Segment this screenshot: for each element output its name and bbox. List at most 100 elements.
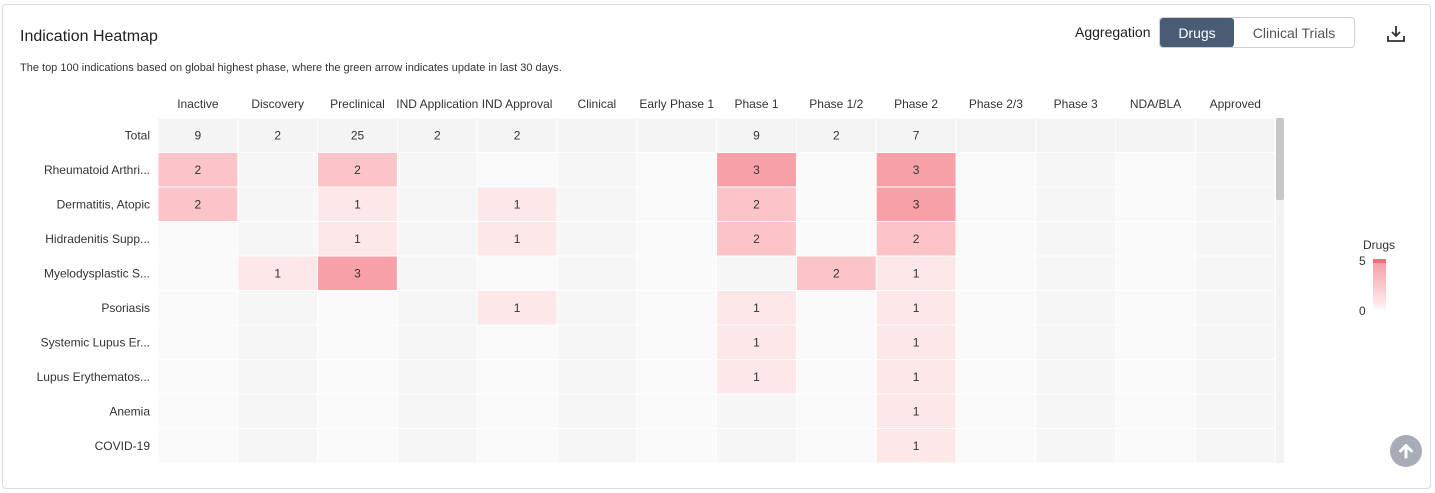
column-header-inactive: Inactive: [177, 97, 219, 111]
heatmap-cell-covid-19-phase-1-2: [797, 429, 876, 463]
heatmap-cell-anemia-ind-application: [398, 395, 477, 429]
cell-value: 1: [913, 370, 920, 384]
column-header-approved: Approved: [1210, 97, 1261, 111]
row-label-anemia: Anemia: [109, 404, 150, 418]
row-label-lupus-erythematos: Lupus Erythematos...: [37, 370, 150, 384]
cell-value: 2: [913, 232, 920, 246]
heatmap-cell-anemia-early-phase-1: [637, 395, 716, 429]
cell-value: 1: [753, 335, 760, 349]
heatmap-cell-myelodysplastic-s-early-phase-1: [637, 257, 716, 291]
heatmap-cell-myelodysplastic-s-phase-1: [717, 257, 796, 291]
heatmap-cell-rheumatoid-arthri-phase-1-2: [797, 153, 876, 187]
heatmap-cell-hidradenitis-supp-nda-bla: [1116, 222, 1195, 256]
heatmap-cell-covid-19-phase-1: [717, 429, 796, 463]
column-header-phase-1: Phase 1: [734, 97, 778, 111]
heatmap-cell-myelodysplastic-s-approved: [1196, 257, 1275, 291]
cell-value: 3: [913, 197, 920, 211]
heatmap-cell-myelodysplastic-s-phase-3: [1036, 257, 1115, 291]
heatmap-cell-rheumatoid-arthri-ind-application: [398, 153, 477, 187]
cell-value: 2: [514, 128, 521, 142]
row-label-systemic-lupus-er: Systemic Lupus Er...: [41, 335, 150, 349]
heatmap-cell-myelodysplastic-s-nda-bla: [1116, 257, 1195, 291]
heatmap-cell-rheumatoid-arthri-phase-2-3: [957, 153, 1036, 187]
heatmap-cell-covid-19-phase-3: [1036, 429, 1115, 463]
heatmap-cell-myelodysplastic-s-clinical: [558, 257, 637, 291]
heatmap-cell-hidradenitis-supp-discovery: [238, 222, 317, 256]
cell-value: 9: [195, 128, 202, 142]
heatmap-cell-dermatitis-atopic-phase-2-3: [957, 188, 1036, 222]
download-icon[interactable]: [1385, 23, 1407, 45]
cell-value: 1: [913, 301, 920, 315]
heatmap-cell-myelodysplastic-s-phase-2-3: [957, 257, 1036, 291]
heatmap-cell-myelodysplastic-s-inactive: [159, 257, 238, 291]
cell-value: 2: [354, 163, 361, 177]
heatmap-cell-dermatitis-atopic-discovery: [238, 188, 317, 222]
heatmap-cell-psoriasis-early-phase-1: [637, 291, 716, 325]
heatmap-cell-anemia-phase-2-3: [957, 395, 1036, 429]
heatmap-cell-anemia-inactive: [159, 395, 238, 429]
heatmap-cell-systemic-lupus-er-clinical: [558, 326, 637, 360]
heatmap-cell-total-phase-2-3: [957, 119, 1036, 153]
cell-value: 2: [833, 266, 840, 280]
heatmap-cell-dermatitis-atopic-phase-1-2: [797, 188, 876, 222]
scroll-top-button[interactable]: [1390, 435, 1422, 467]
heatmap-cell-hidradenitis-supp-ind-application: [398, 222, 477, 256]
column-header-preclinical: Preclinical: [330, 97, 385, 111]
heatmap-cell-myelodysplastic-s-ind-approval: [478, 257, 557, 291]
heatmap-cell-psoriasis-approved: [1196, 291, 1275, 325]
row-label-covid-19: COVID-19: [95, 439, 151, 453]
heatmap-cell-rheumatoid-arthri-clinical: [558, 153, 637, 187]
heatmap-cell-lupus-erythematos-approved: [1196, 360, 1275, 394]
heatmap-cell-dermatitis-atopic-approved: [1196, 188, 1275, 222]
heatmap-cell-anemia-clinical: [558, 395, 637, 429]
row-label-psoriasis: Psoriasis: [101, 301, 150, 315]
heatmap-cell-hidradenitis-supp-phase-1-2: [797, 222, 876, 256]
column-header-phase-3: Phase 3: [1054, 97, 1098, 111]
column-header-ind-approval: IND Approval: [482, 97, 553, 111]
row-label-total: Total: [125, 128, 150, 142]
cell-value: 1: [913, 404, 920, 418]
heatmap-cell-covid-19-clinical: [558, 429, 637, 463]
cell-value: 1: [514, 301, 521, 315]
heatmap-cell-myelodysplastic-s-ind-application: [398, 257, 477, 291]
heatmap-chart: InactiveDiscoveryPreclinicalIND Applicat…: [0, 0, 1290, 470]
heatmap-cell-lupus-erythematos-inactive: [159, 360, 238, 394]
legend-handle[interactable]: [1373, 259, 1386, 263]
heatmap-cell-psoriasis-phase-2-3: [957, 291, 1036, 325]
heatmap-cell-lupus-erythematos-phase-1-2: [797, 360, 876, 394]
heatmap-cell-psoriasis-phase-3: [1036, 291, 1115, 325]
cell-value: 2: [195, 197, 202, 211]
heatmap-cell-dermatitis-atopic-clinical: [558, 188, 637, 222]
cell-value: 3: [913, 163, 920, 177]
column-header-phase-2-3: Phase 2/3: [969, 97, 1023, 111]
heatmap-cell-hidradenitis-supp-inactive: [159, 222, 238, 256]
heatmap-cell-lupus-erythematos-clinical: [558, 360, 637, 394]
heatmap-cell-covid-19-early-phase-1: [637, 429, 716, 463]
heatmap-cell-hidradenitis-supp-phase-3: [1036, 222, 1115, 256]
cell-value: 2: [195, 163, 202, 177]
heatmap-cell-psoriasis-clinical: [558, 291, 637, 325]
cell-value: 1: [514, 197, 521, 211]
heatmap-cell-lupus-erythematos-ind-approval: [478, 360, 557, 394]
column-header-early-phase-1: Early Phase 1: [639, 97, 714, 111]
heatmap-cell-psoriasis-phase-1-2: [797, 291, 876, 325]
heatmap-scrollbar-thumb[interactable]: [1276, 118, 1284, 200]
heatmap-cell-anemia-approved: [1196, 395, 1275, 429]
heatmap-cell-total-clinical: [558, 119, 637, 153]
heatmap-cell-rheumatoid-arthri-ind-approval: [478, 153, 557, 187]
heatmap-cell-systemic-lupus-er-approved: [1196, 326, 1275, 360]
legend-gradient[interactable]: [1373, 259, 1386, 311]
heatmap-cell-systemic-lupus-er-inactive: [159, 326, 238, 360]
legend-title: Drugs: [1363, 238, 1395, 252]
heatmap-cell-rheumatoid-arthri-phase-3: [1036, 153, 1115, 187]
column-header-ind-application: IND Application: [396, 97, 478, 111]
heatmap-cell-lupus-erythematos-phase-3: [1036, 360, 1115, 394]
heatmap-cell-psoriasis-inactive: [159, 291, 238, 325]
heatmap-cell-systemic-lupus-er-discovery: [238, 326, 317, 360]
heatmap-cell-rheumatoid-arthri-discovery: [238, 153, 317, 187]
heatmap-cell-anemia-ind-approval: [478, 395, 557, 429]
cell-value: 1: [913, 266, 920, 280]
cell-value: 2: [833, 128, 840, 142]
heatmap-cell-anemia-preclinical: [318, 395, 397, 429]
cell-value: 2: [753, 232, 760, 246]
